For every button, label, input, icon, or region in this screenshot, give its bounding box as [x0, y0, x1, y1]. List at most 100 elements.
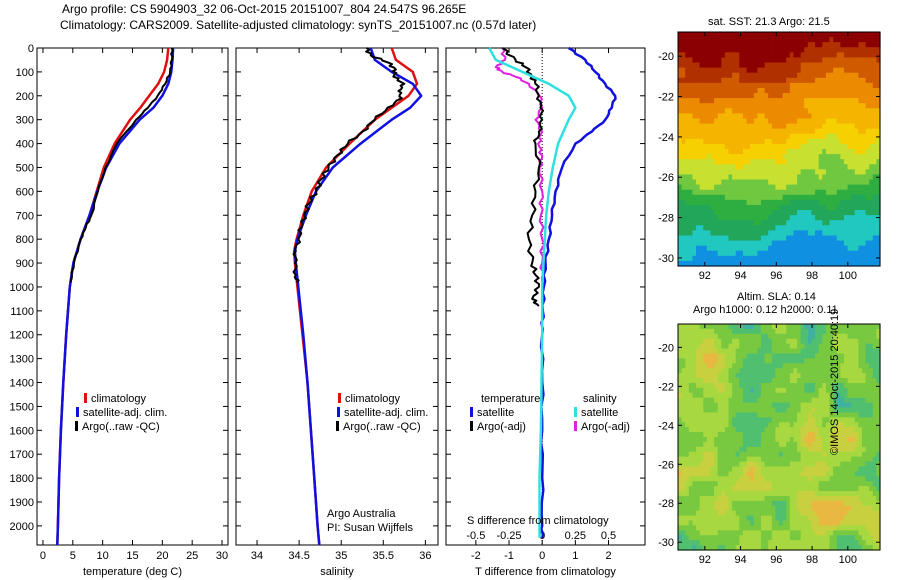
sst-cell [793, 62, 798, 69]
sst-cell [696, 108, 701, 114]
sst-cell [742, 98, 748, 104]
sst-cell [815, 199, 820, 206]
sst-cell [800, 72, 805, 79]
sst-cell [696, 77, 701, 84]
sst-cell [753, 82, 758, 89]
sla-cell [714, 441, 719, 448]
sst-cell [721, 255, 726, 262]
sla-cell [739, 363, 744, 369]
sla-cell [706, 373, 712, 379]
sst-cell [797, 164, 802, 170]
sst-cell [775, 52, 780, 59]
sst-cell [861, 174, 867, 181]
sst-cell [757, 32, 762, 38]
sla-cell [807, 427, 813, 433]
sla-cell [782, 422, 787, 428]
sst-cell [843, 260, 849, 267]
sst-cell [861, 215, 867, 221]
sst-cell [714, 108, 719, 114]
sst-cell [786, 255, 791, 262]
sst-cell [753, 87, 758, 94]
sla-cell [721, 471, 726, 477]
sst-cell [688, 138, 694, 145]
sst-cell [789, 87, 795, 94]
sla-cell [876, 373, 881, 379]
sst-cell [739, 93, 744, 99]
sst-cell [757, 123, 762, 130]
sla-cell [833, 392, 838, 399]
sst-cell [800, 118, 805, 125]
sla-cell [804, 348, 809, 355]
sst-cell [779, 179, 784, 186]
sla-cell [876, 324, 881, 330]
sst-cell [804, 113, 809, 120]
sst-cell [764, 204, 769, 211]
sst-cell [685, 184, 690, 191]
sst-cell [714, 199, 719, 206]
sla-cell [807, 446, 813, 453]
sla-cell [804, 333, 809, 340]
sst-cell [739, 179, 744, 186]
sst-cell [703, 169, 708, 176]
sla-cell [692, 500, 697, 507]
sla-cell [836, 476, 841, 482]
sst-cell [800, 77, 805, 84]
sst-cell [876, 118, 881, 125]
sst-cell [804, 225, 809, 231]
sla-cell [840, 437, 845, 443]
sst-cell [710, 98, 715, 104]
sst-cell [793, 240, 798, 247]
sst-cell [858, 47, 863, 53]
sst-cell [703, 174, 708, 181]
sst-cell [760, 72, 766, 79]
sst-cell [728, 189, 733, 196]
sla-cell [818, 491, 823, 497]
sst-cell [840, 128, 845, 135]
sst-cell [728, 225, 733, 231]
sla-cell [753, 486, 758, 492]
sst-cell [775, 32, 780, 38]
sla-cell [768, 397, 773, 404]
sst-cell [815, 184, 820, 191]
sla-cell [822, 427, 827, 433]
sst-cell [822, 194, 827, 201]
sst-cell [724, 108, 730, 114]
sst-cell [753, 169, 758, 176]
sst-cell [811, 184, 816, 191]
sla-cell [771, 387, 776, 394]
sla-cell [793, 417, 798, 423]
sla-cell [685, 422, 690, 428]
sla-cell [843, 437, 849, 443]
sst-cell [876, 189, 881, 196]
sst-cell [836, 108, 841, 114]
sst-cell [703, 103, 708, 109]
sst-cell [735, 133, 740, 140]
sst-cell [678, 194, 683, 201]
sst-cell [688, 149, 694, 155]
sla-cell [829, 466, 834, 472]
sst-cell [822, 52, 827, 59]
sla-cell [771, 495, 776, 502]
sst-cell [678, 123, 683, 130]
sst-cell [833, 57, 838, 64]
sst-cell [851, 184, 856, 191]
sla-cell [742, 373, 748, 379]
sst-cell [746, 98, 751, 104]
sla-cell [789, 491, 795, 497]
sla-cell [746, 461, 751, 468]
sla-cell [775, 500, 780, 507]
sst-cell [703, 37, 708, 43]
sla-cell [768, 338, 773, 345]
sst-cell [807, 123, 813, 130]
sst-cell [681, 149, 686, 155]
sla-cell [696, 412, 701, 418]
sst-cell [760, 37, 766, 43]
sla-cell [833, 368, 838, 374]
sst-cell [706, 72, 712, 79]
sla-cell [847, 338, 852, 345]
sla-cell [724, 491, 730, 497]
sla-cell [822, 382, 827, 389]
sst-cell [703, 154, 708, 160]
sla-cell [688, 338, 694, 345]
sst-cell [822, 47, 827, 53]
